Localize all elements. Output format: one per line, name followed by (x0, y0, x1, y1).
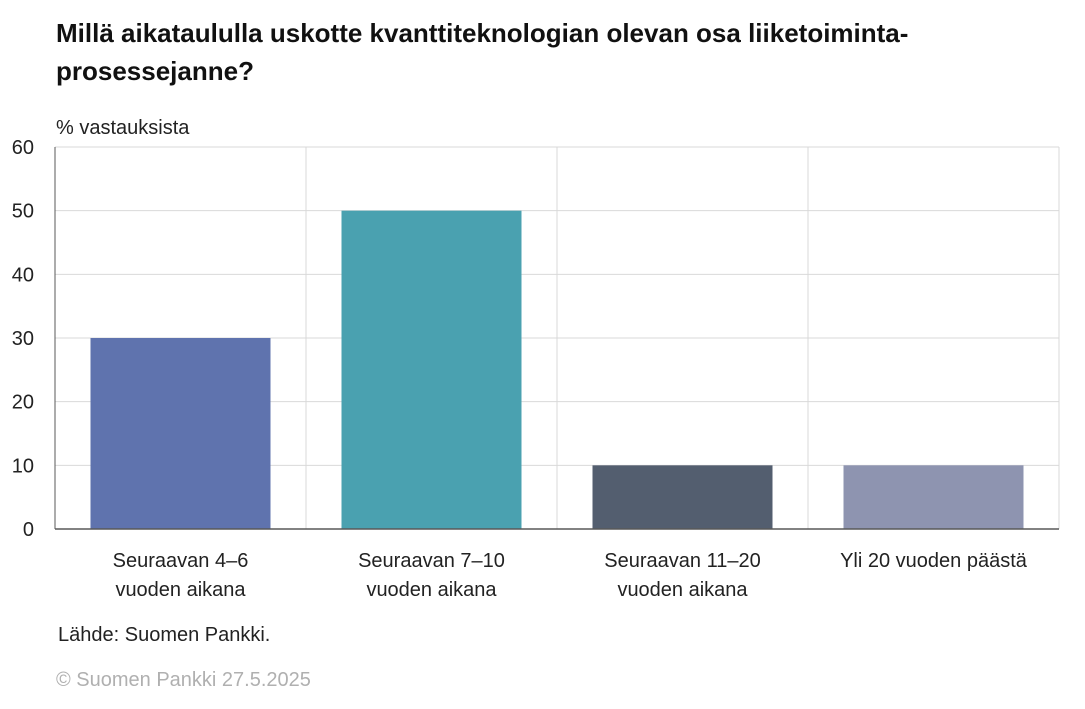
bar (843, 465, 1024, 529)
source-note: Lähde: Suomen Pankki. (58, 624, 271, 646)
x-tick-label: Seuraavan 7–10 vuoden aikana (358, 550, 505, 601)
y-axis-label: % vastauksista (56, 117, 190, 139)
chart-title: Millä aikataululla uskotte kvanttiteknol… (56, 18, 909, 86)
y-tick-label: 40 (12, 264, 34, 286)
y-tick-label: 50 (12, 201, 34, 223)
y-tick-label: 20 (12, 392, 34, 414)
bar (90, 338, 271, 529)
bar (341, 210, 522, 529)
bar (592, 465, 773, 529)
y-tick-label: 60 (12, 137, 34, 159)
x-tick-label: Yli 20 vuoden päästä (840, 550, 1028, 572)
y-tick-label: 30 (12, 328, 34, 350)
y-tick-label: 0 (23, 519, 34, 541)
copyright-note: © Suomen Pankki 27.5.2025 (56, 669, 311, 691)
x-tick-label: Seuraavan 11–20 vuoden aikana (604, 550, 760, 601)
y-tick-label: 10 (12, 455, 34, 477)
x-tick-label: Seuraavan 4–6 vuoden aikana (113, 550, 249, 601)
